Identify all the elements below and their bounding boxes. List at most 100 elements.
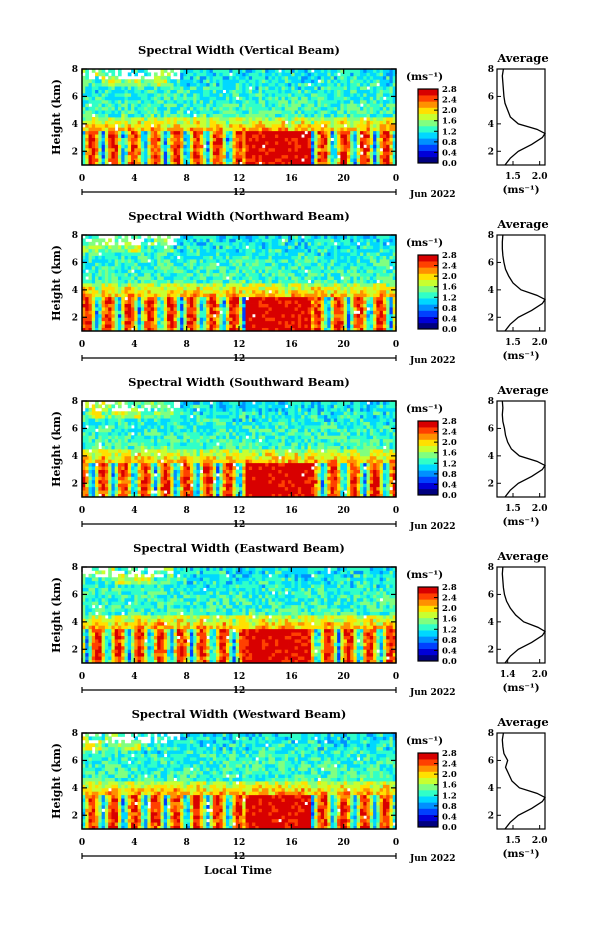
heatmap-cell [284,265,289,270]
heatmap-cell [88,96,93,101]
heatmap-cell [281,283,286,287]
heatmap-cell [98,158,103,162]
heatmap-cell [343,89,348,94]
heatmap-cell [278,110,282,114]
heatmap-cell [229,313,233,318]
heatmap-cell [330,103,335,108]
heatmap-cell [131,272,135,277]
heatmap-cell [304,93,309,97]
heatmap-cell [189,93,194,97]
heatmap-cell [117,300,122,304]
heatmap-cell [203,289,207,294]
heatmap-cell [392,82,397,87]
heatmap-cell [144,96,148,101]
heatmap-cell [324,255,328,260]
heatmap-cell [242,72,246,77]
heatmap-cell [216,144,220,149]
heatmap-cell [248,137,253,142]
heatmap-cell [95,235,99,239]
heatmap-cell [317,269,322,274]
heatmap-cell [382,123,387,128]
heatmap-cell [85,72,89,77]
heatmap-cell [173,286,178,291]
heatmap-cell [232,72,237,77]
heatmap-cell [121,324,125,328]
heatmap-cell [314,127,318,132]
heatmap-cell [219,82,224,87]
heatmap-cell [297,307,302,311]
heatmap-cell [232,130,237,135]
heatmap-cell [366,147,371,152]
heatmap-cell [252,255,256,260]
heatmap-cell [337,134,341,138]
heatmap-cell [150,317,155,322]
heatmap-cell [242,154,246,159]
heatmap-cell [265,154,269,159]
heatmap-cell [284,86,289,90]
y-tick-label: 6 [72,92,78,102]
heatmap-cell [114,110,119,114]
heatmap-cell [350,99,354,104]
heatmap-cell [330,265,335,270]
heatmap-cell [235,269,240,274]
heatmap-cell [163,262,168,267]
heatmap-cell [327,130,331,135]
heatmap-cell [229,310,233,315]
heatmap-cell [284,293,289,298]
heatmap-cell [222,158,227,162]
heatmap-cell [85,259,89,263]
heatmap-cell [235,289,240,294]
heatmap-cell [258,248,263,253]
heatmap-cell [304,317,309,322]
heatmap-cell [121,296,125,301]
heatmap-cell [392,151,397,156]
heatmap-cell [294,113,299,118]
heatmap-cell [193,144,197,149]
heatmap-cell [163,89,168,94]
heatmap-cell [114,283,119,287]
heatmap-cell [392,93,397,97]
heatmap-cell [121,276,125,280]
heatmap-cell [310,259,315,263]
heatmap-cell [324,303,328,308]
heatmap-cell [268,279,273,284]
heatmap-cell [144,99,148,104]
heatmap-cell [153,103,158,108]
heatmap-cell [95,154,99,159]
heatmap-cell [186,137,191,142]
heatmap-cell [150,307,155,311]
heatmap-cell [95,141,99,145]
heatmap-cell [284,69,289,73]
heatmap-cell [219,265,224,270]
heatmap-cell [386,110,390,114]
heatmap-cell [229,293,233,298]
heatmap-cell [150,106,155,111]
heatmap-cell [281,99,286,104]
heatmap-cell [124,147,129,152]
heatmap-cell [229,99,233,104]
heatmap-cell [242,106,246,111]
heatmap-cell [288,252,292,256]
heatmap-cell [167,106,171,111]
heatmap-cell [274,110,279,114]
heatmap-cell [144,72,148,77]
heatmap-cell [366,113,371,118]
heatmap-cell [203,307,207,311]
heatmap-cell [189,89,194,94]
heatmap-cell [301,103,305,108]
heatmap-cell [333,238,338,243]
heatmap-cell [353,286,358,291]
heatmap-cell [268,96,273,101]
heatmap-cell [340,110,345,114]
heatmap-cell [245,137,250,142]
heatmap-cell [134,279,138,284]
heatmap-cell [343,272,348,277]
heatmap-cell [160,317,165,322]
heatmap-cell [104,120,109,125]
heatmap-cell [363,158,367,162]
heatmap-cell [163,327,168,332]
heatmap-cell [304,134,309,138]
heatmap-cell [271,141,276,145]
heatmap-cell [193,69,197,73]
heatmap-cell [101,286,106,291]
